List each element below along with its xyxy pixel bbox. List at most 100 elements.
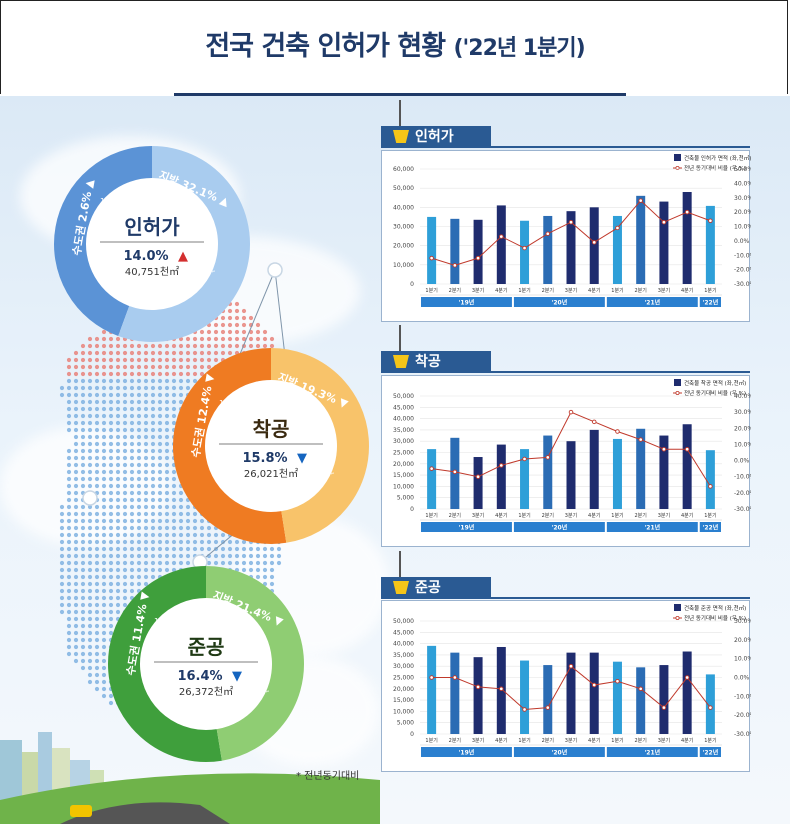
- x-tick-label: 3분기: [565, 287, 577, 294]
- x-tick-label: 2분기: [449, 737, 461, 744]
- legend-label: 전년 동기대비 비율 (우,%): [684, 614, 746, 622]
- year-band: [421, 747, 512, 757]
- legend-label: 건축물 인허가 면적 (좌,천㎡): [684, 154, 751, 162]
- footnote: * 전년동기대비: [296, 771, 360, 782]
- bar: [427, 216, 437, 284]
- ring-segment-local: [118, 146, 250, 342]
- y-tick-label: 40,000: [393, 416, 414, 423]
- ring-change-pct: 14.0%: [123, 249, 168, 264]
- line-point: [545, 705, 551, 710]
- tab-underline: [491, 146, 750, 148]
- line-point: [684, 675, 690, 680]
- bar: [589, 429, 599, 509]
- y-tick-label: 50,000: [393, 393, 414, 400]
- ring-change-pct: 16.4%: [177, 669, 222, 684]
- car-icon: [70, 805, 92, 817]
- y-tick-label: 30,000: [393, 663, 414, 670]
- x-tick-label: 4분기: [588, 512, 600, 519]
- line-point: [684, 447, 690, 452]
- bar: [427, 645, 437, 734]
- y-tick-label: 0: [410, 281, 414, 288]
- capital-value: 13,879천㎡: [154, 616, 197, 626]
- line-point: [615, 225, 620, 231]
- tab-underline: [491, 597, 750, 599]
- line-point: [475, 474, 481, 479]
- y2-tick-label: -20.0%: [734, 267, 751, 274]
- x-tick-label: 3분기: [565, 512, 577, 519]
- y2-tick-label: -20.0%: [734, 712, 751, 719]
- arrow-up-icon: ▲: [178, 249, 188, 264]
- y-tick-label: 20,000: [393, 243, 414, 250]
- bar: [496, 444, 506, 509]
- legend-label: 건축물 준공 면적 (좌,천㎡): [684, 604, 746, 612]
- x-tick-label: 1분기: [611, 512, 623, 519]
- bar: [520, 660, 530, 734]
- bar: [636, 667, 646, 734]
- x-tick-label: 1분기: [611, 287, 623, 294]
- bar: [705, 450, 715, 509]
- year-band: [421, 297, 512, 307]
- line-point: [452, 263, 458, 268]
- line-point: [661, 447, 667, 452]
- chart-svg: 건축물 인허가 면적 (좌,천㎡) 전년 동기대비 비율 (우,%) 0 10,000…: [393, 154, 756, 307]
- x-tick-label: 1분기: [704, 737, 716, 744]
- line-point: [638, 686, 643, 692]
- y-tick-label: 40,000: [393, 204, 414, 211]
- x-tick-label: 1분기: [425, 287, 437, 294]
- ring-segment-capital: [173, 348, 287, 544]
- line-point: [568, 409, 574, 415]
- bar: [612, 215, 622, 284]
- line-point: [708, 705, 713, 710]
- legend-swatch-bar: [674, 604, 681, 611]
- chart-panel-2: 건축물 착공 면적 (좌,천㎡) 전년 동기대비 비율 (우,%) 0 5,000 10…: [381, 375, 756, 547]
- x-tick-label: 3분기: [565, 737, 577, 744]
- y2-tick-label: 40.0%: [734, 393, 751, 400]
- chart-svg: 건축물 준공 면적 (좌,천㎡) 전년 동기대비 비율 (우,%) 0 5,000 10…: [393, 604, 756, 757]
- year-label: '19년: [459, 749, 475, 757]
- year-label: '22년: [703, 299, 719, 307]
- bar: [427, 449, 437, 509]
- line-point: [429, 466, 434, 471]
- bar: [473, 457, 483, 509]
- ring-segment-local: [270, 348, 369, 543]
- bar: [450, 218, 460, 284]
- bar: [450, 652, 460, 734]
- y2-tick-label: -10.0%: [734, 252, 751, 259]
- bar: [705, 205, 715, 284]
- x-tick-label: 2분기: [542, 287, 554, 294]
- y2-tick-label: 20.0%: [734, 425, 751, 432]
- year-label: '20년: [552, 299, 568, 307]
- line-point: [661, 705, 667, 710]
- bucket-icon: [393, 581, 409, 594]
- x-tick-label: 2분기: [634, 512, 646, 519]
- bar: [636, 195, 646, 284]
- line-point: [499, 686, 504, 692]
- bar: [705, 674, 715, 734]
- bar: [682, 424, 692, 509]
- x-tick-label: 2분기: [542, 512, 554, 519]
- x-tick-label: 1분기: [704, 287, 716, 294]
- bar: [612, 438, 622, 509]
- line-point: [661, 219, 667, 225]
- bar: [520, 220, 530, 284]
- y-tick-label: 30,000: [393, 224, 414, 231]
- y2-tick-label: 30.0%: [734, 195, 751, 202]
- line-point: [568, 219, 574, 225]
- line-point: [568, 663, 574, 669]
- year-band: [513, 297, 605, 307]
- year-label: '19년: [459, 524, 475, 532]
- y2-tick-label: 30.0%: [734, 409, 751, 416]
- ring-segment-capital: [108, 566, 222, 762]
- x-tick-label: 3분기: [658, 287, 670, 294]
- y-tick-label: 45,000: [393, 404, 414, 411]
- bar: [636, 428, 646, 509]
- year-label: '21년: [644, 749, 660, 757]
- line-point: [475, 684, 481, 690]
- y-tick-label: 60,000: [393, 166, 414, 173]
- line-point: [615, 429, 620, 434]
- year-label: '19년: [459, 299, 475, 307]
- ring-title: 준공: [188, 635, 225, 659]
- x-tick-label: 4분기: [588, 287, 600, 294]
- line-point: [499, 463, 504, 468]
